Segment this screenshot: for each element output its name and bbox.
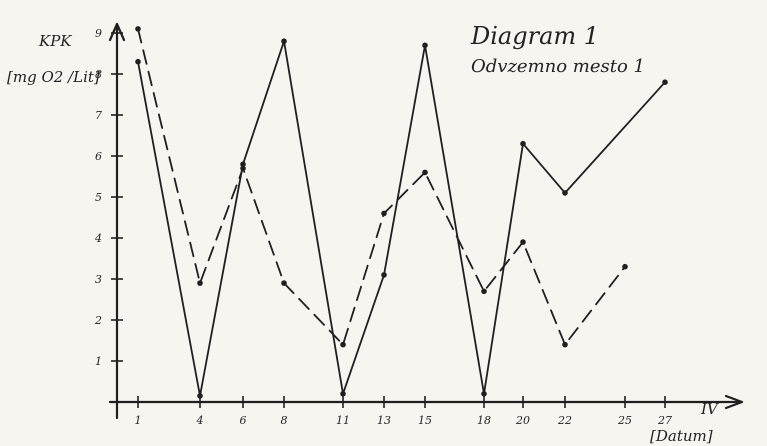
solid-data-point [562, 190, 568, 196]
y-axis-title: KPK [38, 32, 72, 50]
x-tick-label: 1 [135, 414, 142, 427]
x-axis-title: [Datum] [650, 427, 713, 445]
x-axis [108, 394, 744, 410]
x-tick-label: 11 [336, 414, 350, 427]
labels-layer: 1 4 6 8 11 13 15 18 20 22 25 27 1 2 3 4 5 6 7 8 9 [94, 27, 672, 427]
y-tick-label: 1 [95, 355, 102, 368]
dashed-data-point [281, 280, 287, 286]
points-layer [135, 26, 668, 399]
x-axis-extra-label: IV [700, 400, 720, 418]
dashed-data-point [422, 169, 428, 176]
y-tick-label: 8 [95, 68, 102, 81]
solid-data-point [135, 58, 141, 65]
solid-data-point [281, 38, 287, 44]
dashed-data-point [135, 26, 141, 32]
solid-data-point [381, 272, 387, 278]
y-tick-label: 5 [95, 191, 102, 204]
x-tick-label: 6 [240, 414, 247, 427]
axes [108, 22, 744, 420]
x-tick-label: 20 [515, 414, 530, 427]
chart-title: Diagram 1 [470, 22, 599, 50]
solid-data-point [520, 140, 526, 147]
dashed-data-point [481, 288, 487, 295]
y-tick-label: 7 [95, 109, 102, 122]
solid-data-point [240, 161, 246, 167]
x-tick-label: 25 [617, 414, 632, 427]
y-tick-label: 4 [94, 232, 102, 245]
x-tick-label: 27 [657, 414, 672, 427]
dashed-data-point [381, 210, 387, 217]
y-tick-label: 2 [94, 314, 102, 327]
dashed-data-point [340, 341, 346, 348]
y-tick-label: 6 [95, 150, 102, 163]
x-tick-label: 18 [477, 414, 491, 427]
dashed-data-point [520, 239, 526, 245]
x-tick-label: 13 [377, 414, 391, 427]
y-tick-label: 3 [95, 273, 102, 286]
solid-data-point [422, 42, 428, 49]
solid-data-point [662, 79, 668, 85]
solid-data-point [481, 391, 487, 397]
dashed-data-point [562, 341, 568, 348]
dashed-data-point [197, 280, 203, 286]
x-tick-label: 15 [418, 414, 432, 427]
x-tick-label: 22 [557, 414, 572, 427]
solid-data-point [197, 393, 203, 399]
dashed-data-point [240, 165, 246, 172]
ticks [111, 32, 666, 408]
y-axis-units: [mg O2 /Lit] [7, 68, 100, 86]
x-tick-label: 4 [196, 414, 204, 427]
x-tick-label: 8 [281, 414, 288, 427]
chart-subtitle: Odvzemno mesto 1 [471, 56, 645, 77]
solid-data-point [340, 391, 346, 397]
dashed-data-point [622, 263, 628, 270]
y-tick-label: 9 [95, 27, 102, 40]
y-axis [108, 22, 126, 420]
